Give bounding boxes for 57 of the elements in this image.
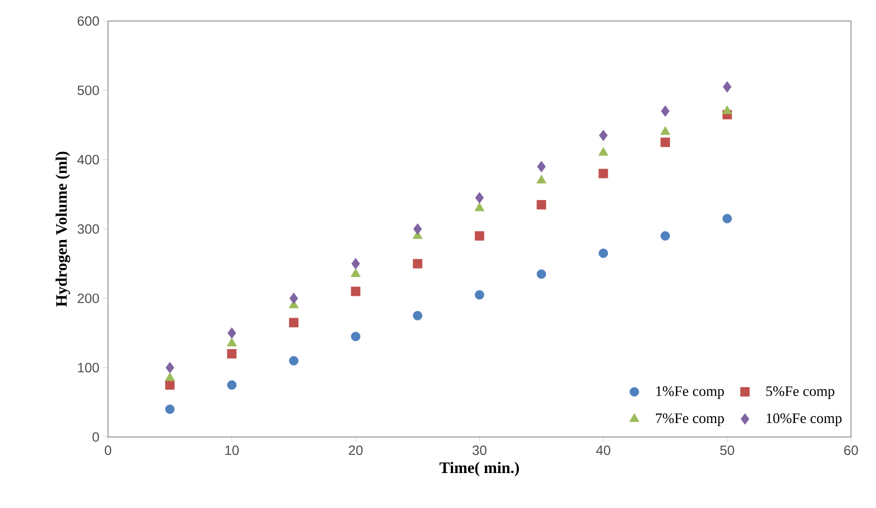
x-tick-label: 20 (348, 446, 363, 456)
legend-label: 7%Fe comp (656, 413, 724, 426)
x-tick-label: 40 (596, 446, 610, 456)
y-tick-label: 100 (78, 362, 99, 372)
legend-label: 1%Fe comp (656, 386, 724, 399)
point (474, 290, 484, 300)
x-tick-label: 30 (472, 446, 486, 456)
point (227, 380, 237, 390)
x-tick-label: 0 (104, 446, 112, 456)
x-tick-label: 60 (844, 446, 858, 456)
point (598, 147, 608, 156)
y-tick-label: 200 (78, 294, 99, 304)
point (474, 231, 484, 241)
y-tick-label: 600 (78, 16, 99, 26)
point (350, 332, 360, 342)
point (350, 268, 361, 278)
point (351, 258, 360, 270)
point (536, 174, 546, 184)
point (289, 356, 298, 366)
point (226, 338, 237, 346)
y-tick-label: 400 (77, 154, 99, 164)
point (165, 380, 175, 390)
point (660, 105, 670, 117)
x-tick-label: 50 (720, 446, 734, 456)
y-axis-title: Hydrogen Volume (ml) (56, 152, 70, 307)
y-tick-label: 0 (92, 432, 99, 442)
point (227, 349, 237, 358)
point (660, 231, 670, 241)
point (289, 318, 298, 328)
legend-label: 5%Fe comp (766, 386, 834, 399)
point (350, 286, 360, 296)
x-tick-label: 10 (225, 446, 239, 456)
point (412, 310, 422, 320)
point (474, 202, 484, 212)
point (164, 372, 175, 382)
point (537, 160, 546, 172)
point (413, 223, 422, 235)
point (598, 168, 608, 178)
point (722, 81, 732, 93)
point (166, 362, 174, 374)
point (536, 200, 546, 210)
y-tick-label: 300 (78, 224, 99, 234)
point (475, 192, 484, 204)
point (536, 269, 546, 279)
x-axis-title: Time( min.) (440, 462, 519, 476)
point (660, 126, 670, 135)
point (289, 292, 298, 304)
point (599, 130, 608, 142)
point (598, 248, 608, 258)
point (722, 105, 732, 114)
point (722, 214, 732, 224)
point (412, 258, 422, 268)
point (228, 327, 236, 339)
point (165, 404, 175, 414)
legend-label: 10%Fe comp (766, 413, 842, 426)
y-tick-label: 500 (78, 86, 99, 96)
point (660, 138, 670, 148)
